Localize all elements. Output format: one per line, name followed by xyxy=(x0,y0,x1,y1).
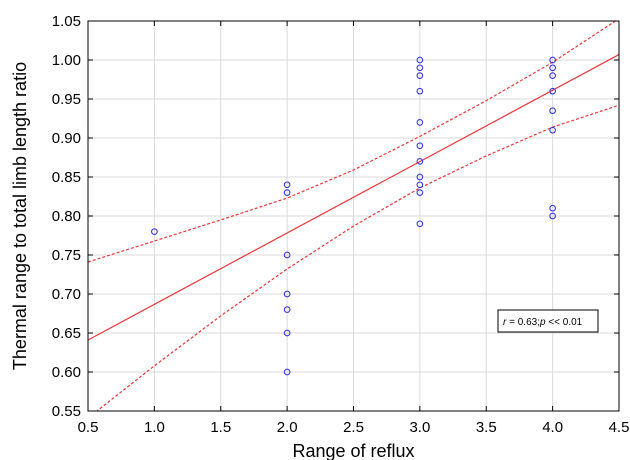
y-tick-label: 0.65 xyxy=(52,325,81,342)
x-tick-label: 2.0 xyxy=(277,419,298,436)
y-tick-label: 0.95 xyxy=(52,91,81,108)
data-point xyxy=(416,56,424,64)
y-tick-label: 1.05 xyxy=(52,13,81,30)
x-tick-label: 0.5 xyxy=(78,419,99,436)
confidence-band xyxy=(88,21,619,411)
regression-layer xyxy=(88,54,619,341)
stats-annotation: r = 0.63;p << 0.01 xyxy=(497,309,599,333)
data-point xyxy=(416,64,424,72)
data-point xyxy=(549,107,556,115)
y-axis-title: Thermal range to total limb length ratio xyxy=(10,62,30,370)
annotation-text: r = 0.63;p << 0.01 xyxy=(503,317,583,328)
data-point xyxy=(283,329,291,337)
data-point xyxy=(416,220,424,228)
data-point xyxy=(416,173,424,181)
data-point xyxy=(283,181,291,189)
axis-ticks xyxy=(87,20,620,412)
data-point xyxy=(416,119,424,126)
y-tick-label: 0.85 xyxy=(52,169,81,186)
x-tick-label: 4.5 xyxy=(609,419,630,436)
data-point xyxy=(283,306,291,313)
data-point xyxy=(283,290,291,298)
data-point xyxy=(549,212,556,220)
x-tick-label: 1.5 xyxy=(210,419,231,436)
x-tick-label: 1.0 xyxy=(144,419,165,436)
x-tick-labels: 0.5 1.0 1.5 2.0 2.5 3.0 3.5 4.0 4.5 xyxy=(78,419,630,436)
y-tick-label: 0.70 xyxy=(52,286,81,303)
confidence-upper-curve xyxy=(88,21,617,263)
x-axis-title: Range of reflux xyxy=(292,441,414,460)
data-point xyxy=(283,251,291,259)
data-point xyxy=(416,181,424,189)
data-point xyxy=(151,228,158,235)
p-value: << 0.01 xyxy=(546,317,583,328)
data-point xyxy=(283,189,291,196)
y-tick-label: 0.90 xyxy=(52,130,81,147)
y-tick-label: 0.60 xyxy=(52,364,81,381)
y-tick-label: 0.55 xyxy=(52,403,81,420)
data-point xyxy=(283,368,291,376)
data-point xyxy=(549,56,556,64)
confidence-lower-curve xyxy=(95,104,619,411)
annotation-box xyxy=(497,309,599,333)
y-tick-label: 0.80 xyxy=(52,208,81,225)
r-symbol: r xyxy=(503,317,507,328)
x-tick-label: 2.5 xyxy=(343,419,364,436)
x-tick-label: 3.0 xyxy=(409,419,430,436)
regression-line xyxy=(88,54,619,341)
data-point xyxy=(416,142,424,150)
y-tick-labels: 0.55 0.60 0.65 0.70 0.75 0.80 0.85 0.90 0.95 1.00… xyxy=(52,13,81,420)
x-tick-label: 4.0 xyxy=(542,419,563,436)
y-tick-label: 0.75 xyxy=(52,247,81,264)
data-point xyxy=(549,87,556,95)
data-point xyxy=(416,87,424,95)
data-point xyxy=(549,204,556,212)
x-tick-label: 3.5 xyxy=(476,419,497,436)
grid-lines xyxy=(88,21,619,411)
data-points xyxy=(151,56,556,376)
data-point xyxy=(549,64,556,72)
data-point xyxy=(549,72,556,79)
data-point xyxy=(549,126,556,134)
y-tick-label: 1.00 xyxy=(52,52,81,69)
data-point xyxy=(416,158,424,165)
r-value: = 0.63; xyxy=(506,317,540,328)
p-symbol: p xyxy=(539,317,546,328)
data-point xyxy=(416,189,424,196)
data-point xyxy=(416,72,424,79)
